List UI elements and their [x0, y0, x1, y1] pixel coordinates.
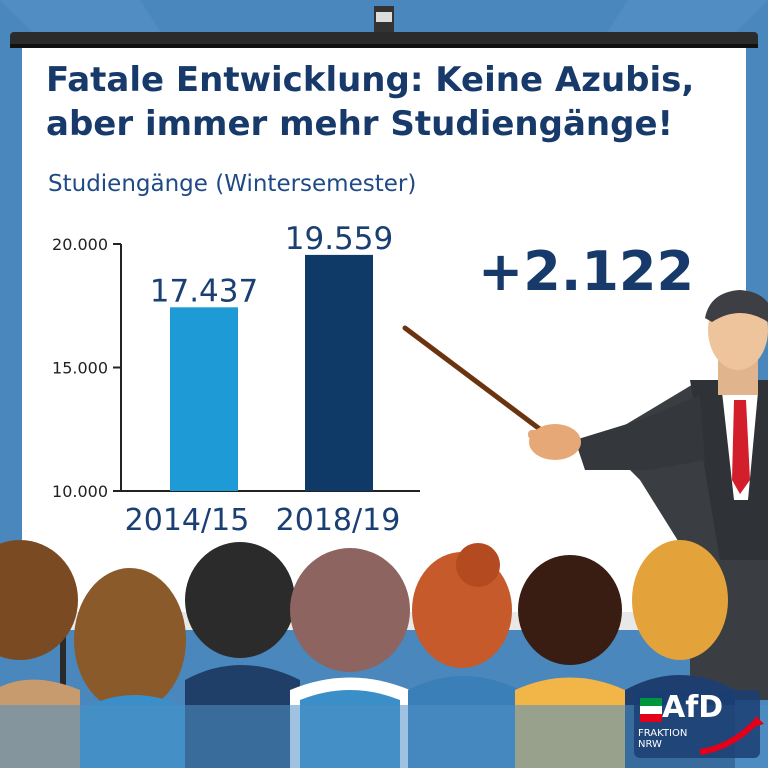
title-line-2: aber immer mehr Studiengänge! — [46, 104, 674, 144]
logo-subtext: FRAKTION NRW — [638, 728, 687, 750]
category-label: 2014/15 — [125, 503, 250, 538]
logo-text-block: AfD FRAKTION NRW — [632, 688, 762, 758]
audience — [0, 540, 768, 768]
y-tick-label: 20.000 — [52, 235, 108, 254]
category-label: 2018/19 — [276, 503, 401, 538]
bar-2014-15 — [170, 307, 238, 491]
logo-sub-line1: FRAKTION — [638, 728, 688, 739]
chart-subtitle: Studiengänge (Wintersemester) — [48, 171, 417, 197]
afd-logo — [634, 690, 764, 758]
title-line-1: Fatale Entwicklung: Keine Azubis, — [46, 60, 695, 100]
screen-canvas — [22, 40, 746, 630]
y-tick-label: 10.000 — [52, 482, 108, 501]
presenter — [528, 290, 768, 700]
pointer-stick — [402, 325, 568, 451]
bar-chart: 20.000 15.000 10.000 17.437 2014/15 19.559 20… — [52, 221, 420, 538]
bar-value-label: 19.559 — [285, 221, 393, 257]
logo-sub-line2: NRW — [638, 739, 662, 750]
bar-value-label: 17.437 — [150, 273, 258, 309]
difference-label: +2.122 — [478, 240, 695, 303]
logo-text: AfD — [662, 690, 724, 725]
bar-2018-19 — [305, 254, 373, 491]
page-title: Fatale Entwicklung: Keine Azubis, aber i… — [46, 58, 746, 146]
y-tick-label: 15.000 — [52, 359, 108, 378]
